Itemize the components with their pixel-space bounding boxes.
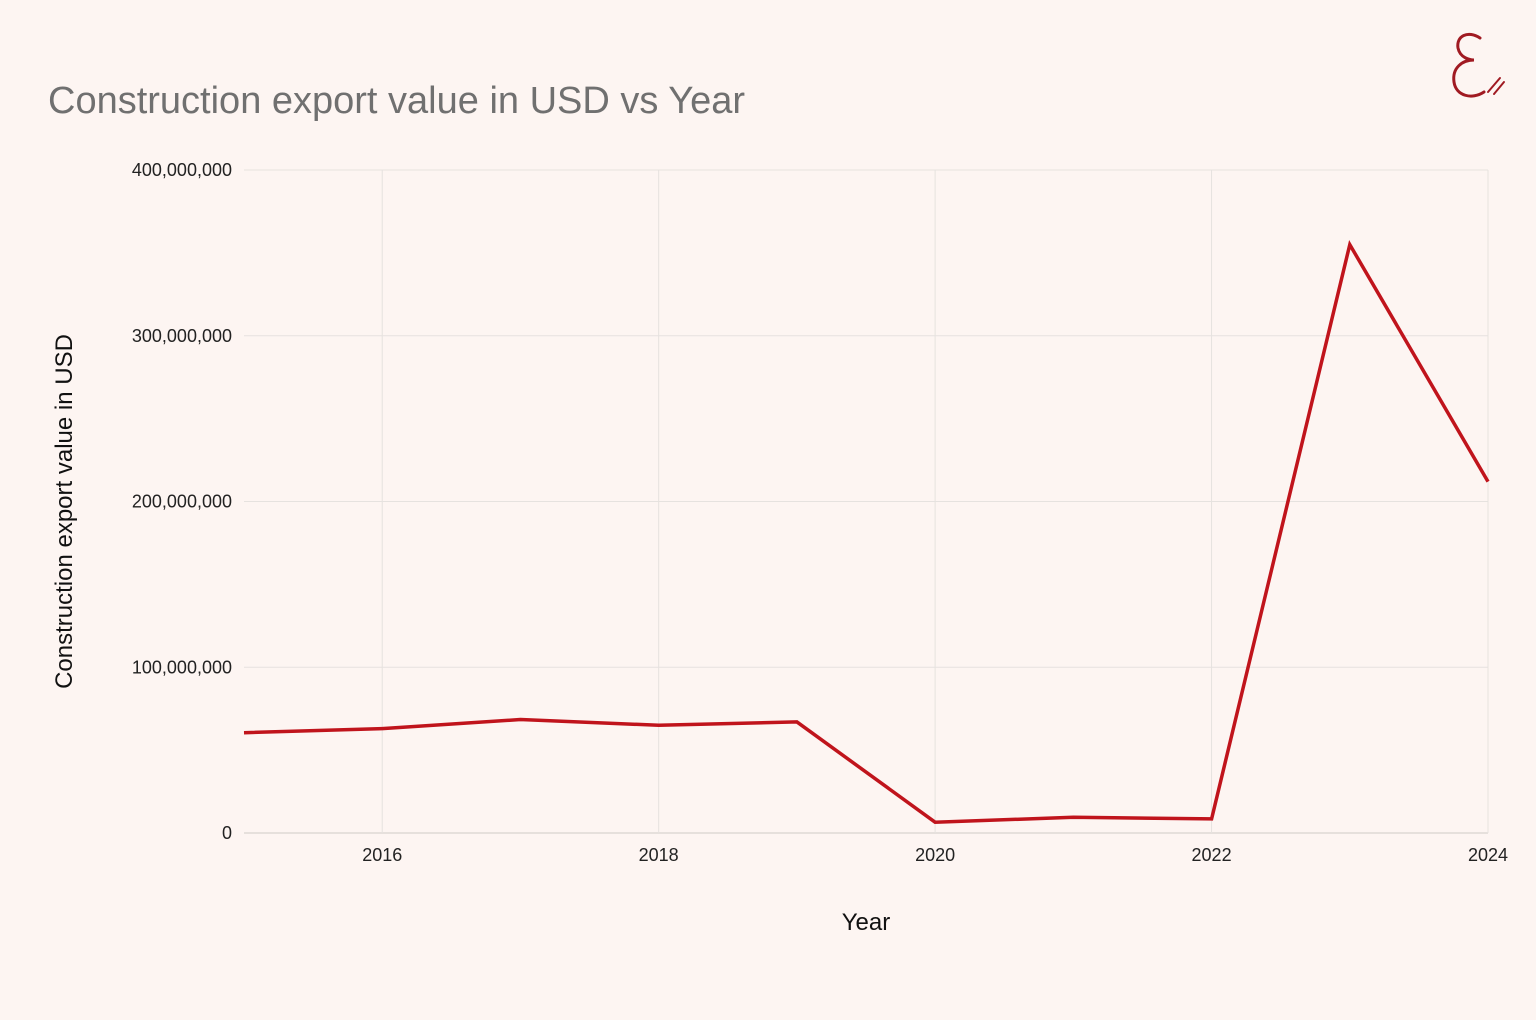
x-axis-title: Year <box>842 909 891 936</box>
y-tick-label: 0 <box>222 823 232 843</box>
x-tick-label: 2022 <box>1192 845 1232 865</box>
x-tick-label: 2020 <box>915 845 955 865</box>
x-tick-label: 2016 <box>362 845 402 865</box>
series-line <box>243 239 1490 824</box>
y-tick-label: 100,000,000 <box>132 657 232 677</box>
x-tick-label: 2018 <box>639 845 679 865</box>
x-tick-label: 2024 <box>1468 845 1508 865</box>
y-tick-label: 200,000,000 <box>132 492 232 512</box>
y-tick-label: 400,000,000 <box>132 160 232 180</box>
y-axis-title: Construction export value in USD <box>51 334 78 689</box>
script-e-logo-icon <box>1440 20 1520 110</box>
chart-title: Construction export value in USD vs Year <box>48 80 746 122</box>
y-tick-label: 300,000,000 <box>132 326 232 346</box>
